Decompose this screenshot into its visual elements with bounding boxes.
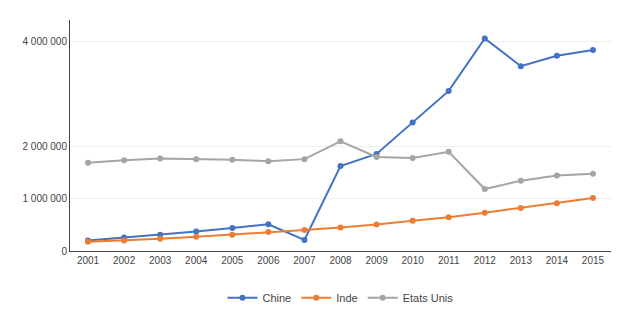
svg-text:2009: 2009 <box>365 255 388 266</box>
svg-text:2008: 2008 <box>329 255 352 266</box>
svg-text:2011: 2011 <box>438 255 460 266</box>
svg-text:2012: 2012 <box>474 255 497 266</box>
svg-text:2006: 2006 <box>257 255 280 266</box>
svg-text:0: 0 <box>61 246 67 257</box>
svg-text:Inde: Inde <box>336 292 357 304</box>
svg-text:2 000 000: 2 000 000 <box>23 141 68 152</box>
svg-text:2005: 2005 <box>221 255 244 266</box>
svg-text:2010: 2010 <box>402 255 425 266</box>
svg-text:2013: 2013 <box>510 255 533 266</box>
svg-text:2015: 2015 <box>582 255 605 266</box>
svg-text:2014: 2014 <box>546 255 569 266</box>
svg-text:2003: 2003 <box>149 255 172 266</box>
svg-text:2001: 2001 <box>77 255 100 266</box>
svg-text:2002: 2002 <box>113 255 136 266</box>
svg-text:Etats Unis: Etats Unis <box>403 292 454 304</box>
svg-text:2004: 2004 <box>185 255 208 266</box>
svg-text:2007: 2007 <box>293 255 316 266</box>
svg-text:4 000 000: 4 000 000 <box>23 36 68 47</box>
svg-text:Chine: Chine <box>263 292 292 304</box>
svg-text:1 000 000: 1 000 000 <box>23 193 68 204</box>
